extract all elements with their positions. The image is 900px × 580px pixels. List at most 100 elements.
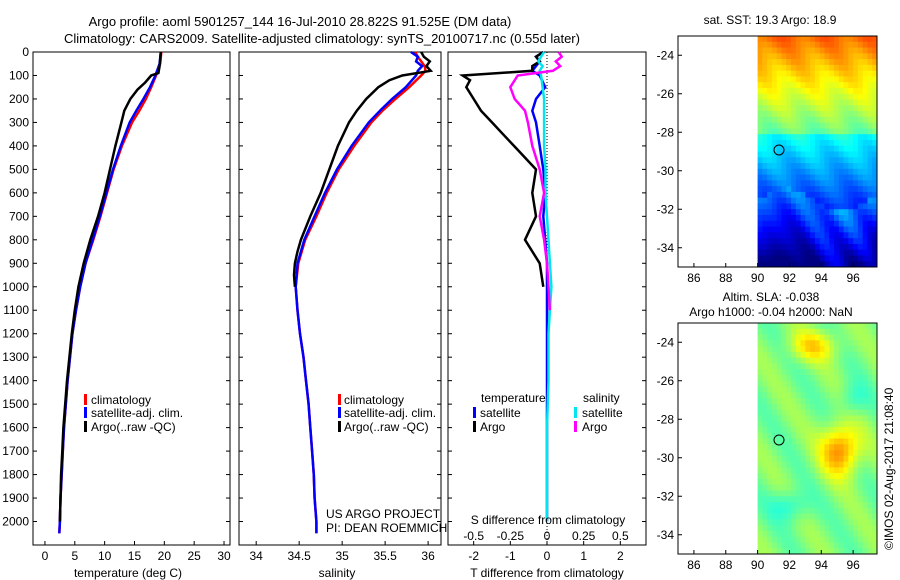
- map-cell: [776, 47, 782, 54]
- map-cell: [872, 374, 878, 382]
- map-cell: [762, 180, 768, 187]
- map-cell: [805, 93, 811, 100]
- map-cell: [838, 369, 844, 376]
- map-cell: [800, 426, 806, 434]
- map-cell: [810, 197, 816, 204]
- map-cell: [834, 116, 840, 124]
- map-cell: [771, 220, 778, 227]
- map-cell: [795, 530, 801, 538]
- map-cell: [872, 467, 878, 474]
- map-cell: [857, 163, 864, 170]
- map-cell: [791, 548, 797, 555]
- map-cell: [838, 363, 844, 370]
- map-cell: [767, 105, 773, 112]
- difference-xlabel: T difference from climatology: [470, 566, 624, 580]
- map-cell: [824, 346, 830, 353]
- map-cell: [800, 478, 806, 486]
- map-cell: [771, 467, 778, 474]
- map-cell: [771, 232, 778, 239]
- map-cell: [829, 380, 835, 387]
- map-cell: [814, 255, 821, 262]
- map-cell: [776, 334, 782, 341]
- x-tick-label: -1: [505, 549, 516, 563]
- map-cell: [819, 151, 825, 158]
- map-cell: [843, 328, 849, 335]
- map-cell: [834, 122, 840, 129]
- map-cell: [824, 467, 830, 474]
- map-cell: [810, 467, 816, 474]
- map-cell: [867, 87, 873, 95]
- map-cell: [795, 99, 801, 106]
- map-cell: [795, 467, 801, 474]
- map-cell: [834, 525, 840, 532]
- map-cell: [838, 409, 844, 416]
- map-cell: [771, 525, 778, 532]
- map-cell: [814, 496, 821, 503]
- map-cell: [771, 478, 778, 486]
- map-cell: [829, 163, 835, 170]
- map-cell: [819, 197, 825, 204]
- map-cell: [838, 351, 844, 359]
- map-cell: [814, 369, 821, 376]
- map-cell: [848, 432, 854, 439]
- map-cell: [838, 64, 844, 72]
- map-cell: [843, 209, 849, 216]
- map-cell: [848, 41, 854, 48]
- map-cell: [762, 209, 768, 216]
- map-cell: [786, 507, 792, 514]
- map-cell: [824, 255, 830, 262]
- map-cell: [872, 255, 878, 262]
- profile-line-salinity-argo: [508, 51, 564, 311]
- map-cell: [829, 122, 835, 129]
- map-cell: [757, 174, 763, 181]
- map-cell: [757, 363, 763, 370]
- map-cell: [862, 191, 868, 199]
- map-cell: [867, 238, 873, 245]
- map-cell: [762, 76, 768, 83]
- map-cell: [771, 513, 778, 520]
- map-cell: [810, 47, 816, 54]
- map-cell: [834, 53, 840, 60]
- map-cell: [800, 238, 806, 245]
- map-cell: [843, 145, 849, 152]
- map-cell: [853, 255, 859, 262]
- map-cell: [767, 151, 773, 158]
- map-cell: [771, 392, 778, 399]
- map-cell: [848, 128, 854, 135]
- map-cell: [848, 238, 854, 245]
- map-cell: [819, 438, 825, 445]
- map-cell: [771, 64, 778, 72]
- map-cell: [857, 76, 864, 83]
- map-cell: [834, 507, 840, 514]
- map-cell: [834, 461, 840, 468]
- map-cell: [771, 116, 778, 124]
- x-tick-label: 25: [188, 549, 202, 563]
- map-cell: [829, 438, 835, 445]
- map-cell: [795, 421, 801, 428]
- map-cell: [795, 111, 801, 118]
- map-cell: [829, 444, 835, 451]
- map-cell: [781, 238, 787, 245]
- map-cell: [791, 128, 797, 135]
- map-cell: [867, 226, 873, 233]
- map-cell: [872, 186, 878, 193]
- map-cell: [776, 548, 782, 555]
- map-cell: [800, 530, 806, 538]
- map-cell: [800, 490, 806, 497]
- map-cell: [814, 502, 821, 509]
- map-cell: [848, 438, 854, 445]
- map-cell: [791, 163, 797, 170]
- depth-tick-label: 900: [9, 256, 29, 270]
- map-cell: [762, 116, 768, 124]
- map-cell: [867, 209, 873, 216]
- map-cell: [857, 542, 864, 549]
- map-cell: [795, 232, 801, 239]
- map-cell: [800, 386, 806, 393]
- map-cell: [843, 116, 849, 124]
- map-cell: [805, 105, 811, 112]
- map-cell: [791, 438, 797, 445]
- map-cell: [872, 409, 878, 416]
- map-cell: [800, 542, 806, 549]
- map-cell: [848, 111, 854, 118]
- x-tick-label: 36: [421, 549, 435, 563]
